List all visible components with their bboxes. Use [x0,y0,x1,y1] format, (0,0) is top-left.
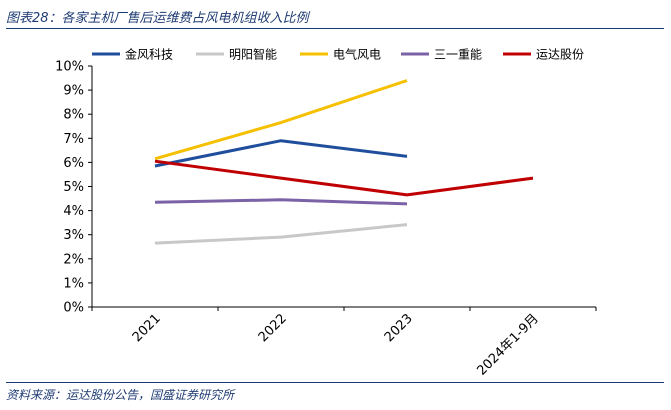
legend-label: 三一重能 [434,48,482,62]
legend-label: 运达股份 [536,48,584,62]
y-tick-label: 10% [55,60,84,75]
y-tick-label: 6% [63,156,84,171]
y-tick-label: 1% [63,276,84,291]
y-tick-label: 0% [63,301,84,316]
y-tick-label: 4% [63,204,84,219]
legend-label: 金风科技 [125,47,173,62]
x-tick-label: 2021 [130,311,164,345]
y-tick-label: 2% [63,252,84,267]
series-line [154,159,534,197]
legend-label: 电气风电 [333,47,381,62]
source-rule [6,382,664,383]
series-line [154,223,408,245]
y-tick-label: 3% [63,228,84,243]
x-tick-label: 2022 [256,311,290,345]
series-line [154,198,408,206]
x-tick-label: 2023 [382,311,416,345]
source-note: 资料来源：运达股份公告，国盛证券研究所 [6,388,235,402]
series-line [154,79,408,161]
legend: 金风科技 明阳智能 电气风电 三一重能 运达股份 [92,47,584,62]
series-line [154,139,408,168]
y-tick-label: 7% [63,132,84,147]
y-tick-label: 9% [63,84,84,99]
title-rule [6,28,664,29]
y-tick-label: 8% [63,108,84,123]
y-tick-label: 5% [63,180,84,195]
figure-title: 图表28：各家主机厂售后运维费占风电机组收入比例 [6,11,309,26]
x-tick-label: 2024年1-9月 [474,311,541,378]
series-lines [154,79,534,245]
legend-label: 明阳智能 [229,47,277,62]
